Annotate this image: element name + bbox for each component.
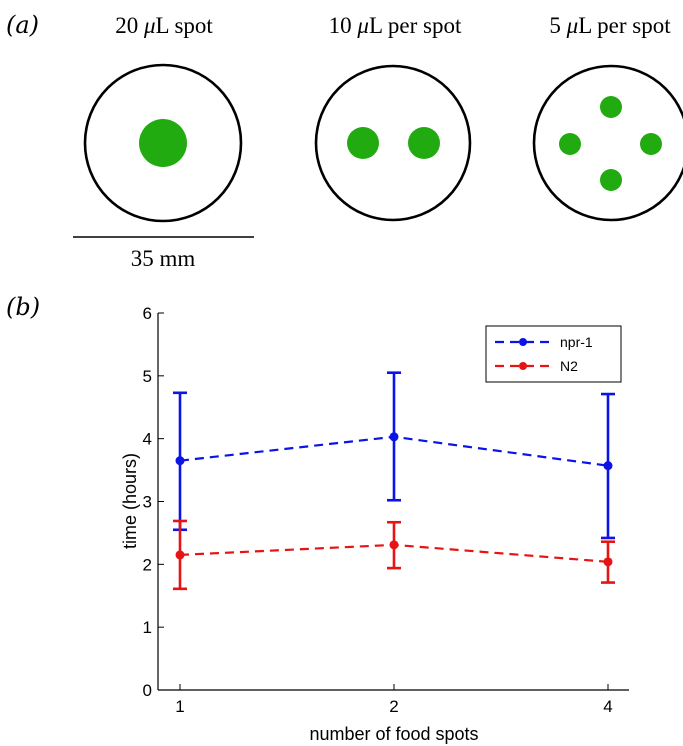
chart: 0 1 2 3 4 5 6 1 2 4 time (hours) number of food …: [120, 304, 629, 744]
x-tick-label: 2: [389, 697, 398, 716]
food-spot: [600, 96, 622, 118]
legend-marker: [519, 338, 527, 346]
legend: npr-1 N2: [485, 325, 622, 383]
y-ticks: 0 1 2 3 4 5 6: [143, 304, 164, 700]
food-spot: [408, 127, 440, 159]
y-tick-label: 2: [143, 555, 152, 574]
x-tick-label: 4: [603, 697, 612, 716]
panel-a: (a) 20 μL spot 10 μL per spot 5 μL per s…: [6, 11, 683, 271]
panel-b: (b) 0 1 2 3 4 5 6 1 2 4 time (hours) number of f…: [6, 293, 629, 744]
food-spot: [640, 133, 662, 155]
y-axis-title: time (hours): [120, 453, 140, 549]
y-tick-label: 3: [143, 493, 152, 512]
food-spot: [139, 119, 187, 167]
y-tick-label: 0: [143, 681, 152, 700]
dish-3: 5 μL per spot: [532, 13, 683, 222]
dish-2-title: 10 μL per spot: [329, 13, 462, 38]
food-spot: [347, 127, 379, 159]
petri-dish-1: [83, 63, 243, 223]
data-point: [603, 557, 613, 567]
data-point: [175, 550, 185, 560]
series-n2: [173, 519, 615, 591]
legend-marker: [519, 362, 527, 370]
y-tick-label: 5: [143, 367, 152, 386]
y-tick-label: 6: [143, 304, 152, 323]
scale-bar-label: 35 mm: [131, 246, 196, 271]
petri-dish-3: [532, 64, 683, 222]
x-axis-title: number of food spots: [309, 724, 478, 744]
series-npr-1: [173, 371, 615, 540]
dish-1: 20 μL spot: [83, 13, 243, 223]
x-ticks: 1 2 4: [175, 684, 613, 716]
scale-bar: 35 mm: [73, 236, 254, 271]
legend-entries: npr-1 N2: [495, 334, 593, 374]
legend-box: [485, 325, 622, 383]
dish-3-title: 5 μL per spot: [549, 13, 671, 38]
panel-b-label: (b): [6, 293, 40, 321]
y-tick-label: 4: [143, 430, 152, 449]
panel-a-label: (a): [6, 11, 39, 39]
legend-label: N2: [560, 358, 578, 374]
y-tick-label: 1: [143, 618, 152, 637]
food-spot: [559, 133, 581, 155]
data-point: [603, 461, 613, 471]
dish-2: 10 μL per spot: [314, 13, 472, 222]
data-point: [175, 456, 185, 466]
series-layer: [173, 371, 615, 591]
dish-1-title: 20 μL spot: [115, 13, 213, 38]
legend-label: npr-1: [560, 334, 593, 350]
data-point: [389, 540, 399, 550]
x-tick-label: 1: [175, 697, 184, 716]
data-point: [389, 432, 399, 442]
petri-dish-2: [314, 64, 472, 222]
food-spot: [600, 169, 622, 191]
